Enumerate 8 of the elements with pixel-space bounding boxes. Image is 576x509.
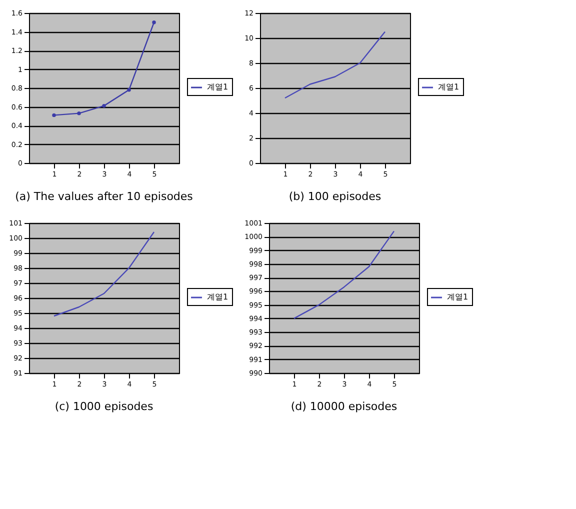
legend-label: 계열1	[447, 292, 468, 302]
legend-label: 계열1	[207, 292, 228, 302]
text: (c) 1000 episodes	[54, 400, 154, 413]
text: (d) 10000 episodes	[290, 400, 398, 413]
text: (a) The values after 10 episodes	[15, 190, 194, 203]
text: (b) 100 episodes	[288, 190, 382, 203]
legend-label: 계열1	[438, 82, 460, 92]
legend-label: 계열1	[207, 82, 228, 92]
